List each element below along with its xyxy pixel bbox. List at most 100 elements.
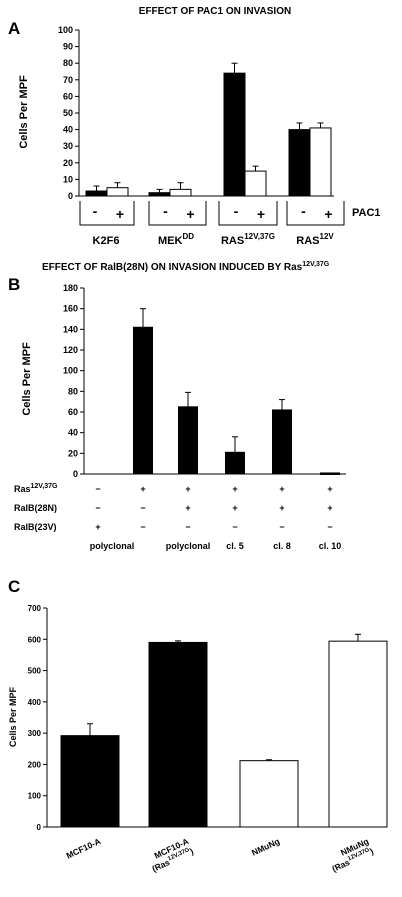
panel-c-category-line1: MCF10-A [65,836,103,861]
panel-a-sign: - [301,203,306,219]
panel-a-ytick-label: 20 [63,158,73,168]
panel-c-ytick-label: 700 [28,604,42,613]
panel-c-bar [60,735,120,828]
panel-a-ytick-label: 70 [63,75,73,85]
panel-a-ytick-label: 50 [63,108,73,118]
panel-a-category-superscript: 12V [320,232,335,241]
panel-b-row-sign: − [279,522,284,532]
panel-a-ytick-label: 90 [63,42,73,52]
panel-b-row-sign: − [232,522,237,532]
panel-b-row-sign: − [327,522,332,532]
panel-c-ytick-label: 400 [28,698,42,707]
panel-a-bar [309,127,332,197]
panel-a-bar [169,188,192,197]
panel-a-category-superscript: DD [182,232,194,241]
panel-a-sign: - [93,203,98,219]
panel-c-ytick-label: 600 [28,635,42,644]
panel-c-category-line1: NMuNg [250,836,281,858]
panel-b-title-sup: 12V,37G [302,261,330,268]
panel-b-row-sign: + [327,503,332,513]
panel-b-ytick-label: 20 [68,448,78,458]
panel-b-ytick-label: 160 [63,304,78,314]
panel-b-bars [133,308,340,475]
panel-b-row-label-text: RalB(28N) [14,503,57,513]
panel-a-letter: A [8,19,20,38]
panel-b-bar [178,406,198,475]
panel-a-bars [85,62,332,197]
panel-c: C Cells Per MPF 0 100 200 300 400 500 600 700 M… [8,577,388,874]
panel-a-category: RAS12V [296,232,334,247]
panel-a-sign: + [324,206,332,222]
panel-b-row-sign: + [327,484,332,494]
panel-a-category-name: RAS [296,235,319,247]
panel-b-row-sign: + [185,484,190,494]
panel-a-bracket [286,201,345,226]
panel-b-ytick-label: 60 [68,407,78,417]
panel-b-row-sign: + [140,484,145,494]
panel-b-ylabel: Cells Per MPF [21,342,33,416]
panel-a-sign: - [234,203,239,219]
panel-b-yticks: 0 20 40 60 80 100 120 140 160 180 [63,283,84,479]
panel-b-title-text: EFFECT OF RalB(28N) ON INVASION INDUCED … [42,262,303,273]
panel-b-ytick-label: 40 [68,428,78,438]
panel-c-ytick-label: 100 [28,792,42,801]
panel-a-ytick-label: 0 [68,191,73,201]
panel-a-sign: + [257,206,265,222]
panel-c-ylabel: Cells Per MPF [8,686,18,747]
panel-b-ytick-label: 180 [63,283,78,293]
panel-a-category: K2F6 [93,235,120,247]
panel-b-letter: B [8,275,20,294]
panel-c-ytick-label: 0 [37,823,42,832]
panel-a-brackets: - + - + - + - + [79,201,345,226]
panel-b-footer: polyclonal polyclonal cl. 5 cl. 8 cl. 10 [90,541,342,551]
panel-a-ytick-label: 10 [63,174,73,184]
panel-b-footer-label: polyclonal [90,541,135,551]
panel-c-ytick-label: 500 [28,667,42,676]
panel-c-bar [239,760,299,828]
panel-b-footer-label: polyclonal [166,541,211,551]
panel-c-categories: MCF10-A MCF10-A(Ras12V,37G) NMuNg NMuNg(Ras… [65,836,375,874]
panel-c-bars [60,633,388,828]
panel-a-bar [223,72,246,197]
panel-a-row-label: PAC1 [352,207,381,219]
panel-a-bar [244,170,267,197]
panel-b-ytick-label: 100 [63,366,78,376]
panel-a-ytick-label: 40 [63,125,73,135]
panel-b-row-label-text: Ras [14,484,31,494]
panel-b-ytick-label: 0 [73,469,78,479]
panel-c-bar [328,640,388,828]
panel-a-bracket [218,201,278,226]
panel-a-ylabel: Cells Per MPF [18,75,30,149]
panel-b-bar [133,326,153,475]
panel-c-category: NMuNg(Ras12V,37G) [330,836,375,874]
panel-b-ytick-label: 120 [63,345,78,355]
panel-b: B EFFECT OF RalB(28N) ON INVASION INDUCE… [8,261,346,551]
panel-a-ytick-label: 100 [58,25,73,35]
panel-c-category: NMuNg [250,836,281,858]
panel-a-ytick-label: 30 [63,141,73,151]
panel-b-row-sign: + [232,484,237,494]
panel-a-ytick-label: 60 [63,91,73,101]
panel-a-sign: + [116,206,124,222]
panel-a-category-superscript: 12V,37G [244,232,275,241]
panel-a-categories: K2F6 MEKDD RAS12V,37G RAS12V [93,232,335,247]
panel-c-bar [148,641,208,828]
panel-a-category: MEKDD [158,232,194,247]
panel-b-rows: Ras12V,37G − + + + + + RalB(28N) − − + + + + RalB(23V)… [14,483,333,532]
panel-b-title: EFFECT OF RalB(28N) ON INVASION INDUCED … [42,261,330,273]
panel-b-row-label: Ras12V,37G [14,483,58,494]
panel-b-row-sign: − [95,503,100,513]
panel-a-category-name: RAS [221,235,244,247]
panel-b-bar [272,409,292,475]
panel-c-category-line2-end: ) [188,846,195,856]
panel-a-bar [85,190,108,197]
panel-b-ytick-label: 140 [63,324,78,334]
panel-a-yticks: 0 10 20 30 40 50 60 70 80 90 100 [58,25,79,201]
panel-b-row-sign: + [279,484,284,494]
panel-b-row-sign: + [95,522,100,532]
panel-b-row-sign: + [185,503,190,513]
panel-b-row-sign: − [140,522,145,532]
panel-c-letter: C [8,577,20,596]
panel-c-ytick-label: 200 [28,760,42,769]
